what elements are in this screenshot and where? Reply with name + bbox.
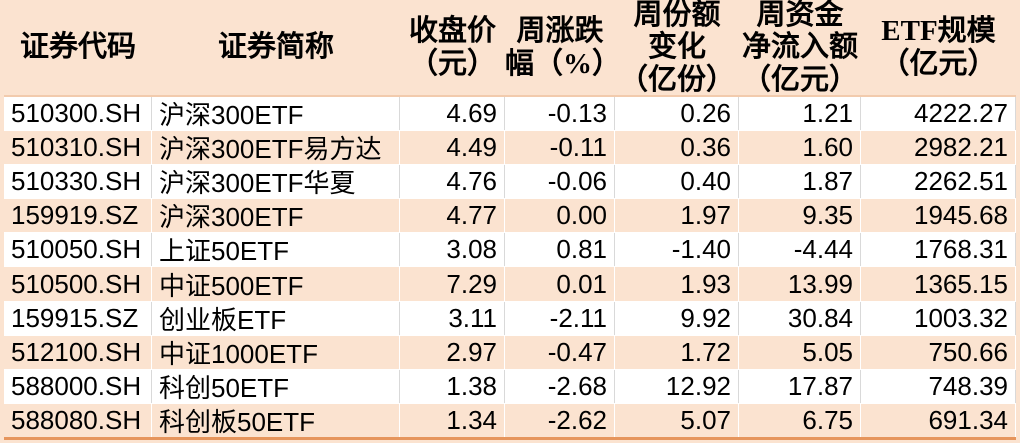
cell-pct-change: -2.68 bbox=[505, 369, 615, 403]
column-header-code: 证券代码 bbox=[19, 31, 136, 64]
column-header-net-inflow: 周资金 净流入额 （亿元） bbox=[741, 0, 858, 96]
cell-scale: 4222.27 bbox=[861, 97, 1016, 131]
table-row: 588000.SH 科创50ETF 1.38 -2.68 12.92 17.87 748.3… bbox=[4, 369, 1016, 404]
cell-share-change: 1.72 bbox=[615, 335, 739, 369]
cell-share-change: 1.97 bbox=[615, 199, 739, 233]
cell-net-inflow: 17.87 bbox=[739, 369, 861, 403]
table-row: 159919.SZ 沪深300ETF 4.77 0.00 1.97 9.35 1945.68 bbox=[4, 199, 1016, 234]
table-row: 512100.SH 中证1000ETF 2.97 -0.47 1.72 5.05 750.6… bbox=[4, 335, 1016, 370]
cell-name: 中证1000ETF bbox=[152, 335, 400, 369]
cell-close: 4.77 bbox=[400, 199, 505, 233]
cell-net-inflow: 5.05 bbox=[739, 335, 861, 369]
cell-code: 510050.SH bbox=[4, 233, 152, 267]
cell-scale: 2982.21 bbox=[861, 131, 1016, 165]
cell-scale: 1365.15 bbox=[861, 267, 1016, 301]
cell-pct-change: 0.00 bbox=[505, 199, 615, 233]
table-header-row: 证券代码 证券简称 收盘价 （元） 周涨跌 幅（%） 周份额 变化 （亿份） 周… bbox=[4, 0, 1016, 97]
table-row: 510310.SH 沪深300ETF易方达 4.49 -0.11 0.36 1.60 298… bbox=[4, 131, 1016, 166]
cell-name: 上证50ETF bbox=[152, 233, 400, 267]
cell-code: 588000.SH bbox=[4, 369, 152, 403]
cell-code: 510330.SH bbox=[4, 165, 152, 199]
table-row: 510500.SH 中证500ETF 7.29 0.01 1.93 13.99 1365.1… bbox=[4, 267, 1016, 302]
cell-close: 2.97 bbox=[400, 335, 505, 369]
cell-name: 创业板ETF bbox=[152, 301, 400, 335]
cell-close: 4.69 bbox=[400, 97, 505, 131]
cell-net-inflow: 1.87 bbox=[739, 165, 861, 199]
table-row: 588080.SH 科创板50ETF 1.34 -2.62 5.07 6.75 691.34 bbox=[4, 403, 1016, 437]
cell-close: 1.38 bbox=[400, 369, 505, 403]
cell-code: 510500.SH bbox=[4, 267, 152, 301]
cell-share-change: -1.40 bbox=[615, 233, 739, 267]
cell-code: 159919.SZ bbox=[4, 199, 152, 233]
cell-name: 沪深300ETF bbox=[152, 97, 400, 131]
cell-share-change: 1.93 bbox=[615, 267, 739, 301]
cell-share-change: 0.26 bbox=[615, 97, 739, 131]
cell-close: 1.34 bbox=[400, 403, 505, 437]
cell-pct-change: -0.13 bbox=[505, 97, 615, 131]
cell-share-change: 9.92 bbox=[615, 301, 739, 335]
cell-net-inflow: 6.75 bbox=[739, 403, 861, 437]
cell-share-change: 12.92 bbox=[615, 369, 739, 403]
cell-net-inflow: 13.99 bbox=[739, 267, 861, 301]
cell-share-change: 5.07 bbox=[615, 403, 739, 437]
cell-net-inflow: 30.84 bbox=[739, 301, 861, 335]
table-row: 510050.SH 上证50ETF 3.08 0.81 -1.40 -4.44 1768.3… bbox=[4, 233, 1016, 268]
cell-scale: 691.34 bbox=[861, 403, 1016, 437]
column-header-close: 收盘价 （元） bbox=[408, 15, 496, 80]
cell-code: 510300.SH bbox=[4, 97, 152, 131]
cell-close: 7.29 bbox=[400, 267, 505, 301]
table-body: 510300.SH 沪深300ETF 4.69 -0.13 0.26 1.21 4222.2… bbox=[4, 97, 1016, 440]
cell-scale: 748.39 bbox=[861, 369, 1016, 403]
cell-net-inflow: 9.35 bbox=[739, 199, 861, 233]
cell-code: 588080.SH bbox=[4, 403, 152, 437]
cell-close: 4.76 bbox=[400, 165, 505, 199]
cell-name: 科创50ETF bbox=[152, 369, 400, 403]
cell-scale: 1945.68 bbox=[861, 199, 1016, 233]
cell-share-change: 0.40 bbox=[615, 165, 739, 199]
cell-scale: 750.66 bbox=[861, 335, 1016, 369]
cell-name: 中证500ETF bbox=[152, 267, 400, 301]
column-header-pct-change: 周涨跌 幅（%） bbox=[505, 15, 622, 80]
cell-pct-change: -0.06 bbox=[505, 165, 615, 199]
cell-code: 512100.SH bbox=[4, 335, 152, 369]
cell-name: 科创板50ETF bbox=[152, 403, 400, 437]
cell-share-change: 0.36 bbox=[615, 131, 739, 165]
column-header-name: 证券简称 bbox=[217, 31, 334, 64]
etf-table: 证券代码 证券简称 收盘价 （元） 周涨跌 幅（%） 周份额 变化 （亿份） 周… bbox=[4, 0, 1016, 443]
cell-scale: 2262.51 bbox=[861, 165, 1016, 199]
cell-scale: 1768.31 bbox=[861, 233, 1016, 267]
cell-pct-change: 0.01 bbox=[505, 267, 615, 301]
table-row: 510300.SH 沪深300ETF 4.69 -0.13 0.26 1.21 4222.2… bbox=[4, 97, 1016, 132]
cell-close: 3.11 bbox=[400, 301, 505, 335]
cell-name: 沪深300ETF华夏 bbox=[152, 165, 400, 199]
cell-pct-change: -0.11 bbox=[505, 131, 615, 165]
cell-name: 沪深300ETF bbox=[152, 199, 400, 233]
cell-code: 510310.SH bbox=[4, 131, 152, 165]
cell-pct-change: -0.47 bbox=[505, 335, 615, 369]
cell-close: 4.49 bbox=[400, 131, 505, 165]
table-row: 159915.SZ 创业板ETF 3.11 -2.11 9.92 30.84 1003.32 bbox=[4, 301, 1016, 336]
column-header-scale: ETF规模 （亿元） bbox=[880, 15, 997, 80]
cell-close: 3.08 bbox=[400, 233, 505, 267]
cell-pct-change: 0.81 bbox=[505, 233, 615, 267]
cell-pct-change: -2.62 bbox=[505, 403, 615, 437]
cell-name: 沪深300ETF易方达 bbox=[152, 131, 400, 165]
cell-code: 159915.SZ bbox=[4, 301, 152, 335]
cell-net-inflow: -4.44 bbox=[739, 233, 861, 267]
cell-net-inflow: 1.21 bbox=[739, 97, 861, 131]
column-header-share-change: 周份额 变化 （亿份） bbox=[618, 0, 735, 96]
cell-net-inflow: 1.60 bbox=[739, 131, 861, 165]
table-row: 510330.SH 沪深300ETF华夏 4.76 -0.06 0.40 1.87 2262… bbox=[4, 165, 1016, 200]
cell-scale: 1003.32 bbox=[861, 301, 1016, 335]
cell-pct-change: -2.11 bbox=[505, 301, 615, 335]
